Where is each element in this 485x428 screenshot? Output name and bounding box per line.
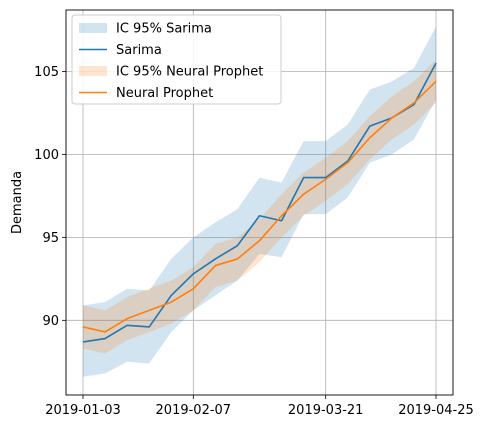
plot-frame (65, 9, 454, 396)
legend-label: Neural Prophet (116, 86, 213, 101)
x-axis-ticks: 2019-01-03 2019-02-07 2019-03-21 2019-04-25 (45, 395, 474, 418)
y-axis-ticks: 90 95 100 105 (34, 65, 66, 329)
x-tick-label: 2019-02-07 (156, 403, 232, 418)
legend-swatch-band (79, 66, 107, 76)
x-tick-label: 2019-03-21 (288, 403, 364, 418)
legend-box (71, 14, 282, 105)
series-neural-prophet (82, 80, 437, 333)
y-tick-label: 105 (34, 65, 59, 80)
y-tick-label: 95 (42, 231, 59, 246)
legend-label: IC 95% Sarima (116, 22, 212, 37)
legend-swatch-band (79, 23, 107, 33)
legend-label: Sarima (116, 43, 162, 58)
series-sarima (82, 62, 437, 343)
legend: IC 95% Sarima Sarima IC 95% Neural Prophet… (71, 14, 282, 105)
x-tick-label: 2019-04-25 (398, 403, 474, 418)
y-tick-label: 100 (34, 148, 59, 163)
x-tick-label: 2019-01-03 (45, 403, 121, 418)
y-axis-label: Demanda (10, 171, 25, 234)
series-lines (82, 62, 437, 343)
y-tick-label: 90 (42, 314, 59, 329)
band-ic-95-sarima (83, 26, 436, 377)
legend-label: IC 95% Neural Prophet (116, 65, 263, 80)
